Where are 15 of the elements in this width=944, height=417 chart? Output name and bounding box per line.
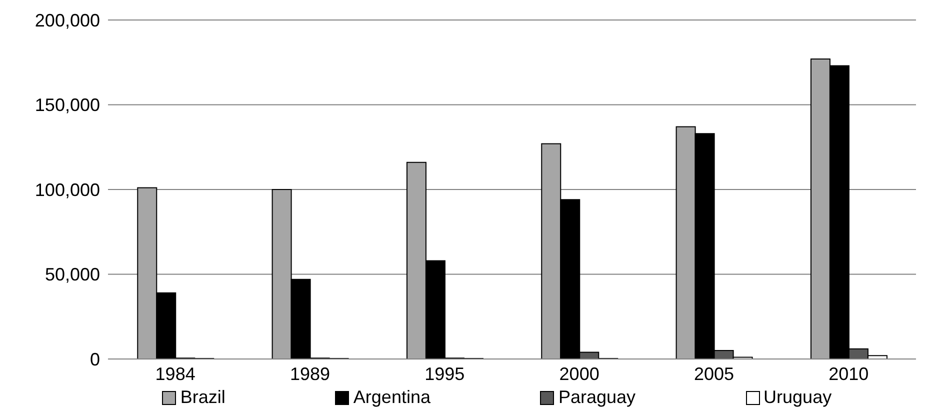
x-tick-label: 1984 [155,364,196,384]
x-tick-label: 2005 [694,364,734,384]
x-tick-label: 1989 [290,364,330,384]
legend-label: Brazil [180,387,226,408]
y-tick-label: 200,000 [34,10,100,30]
legend-label: Uruguay [764,387,832,408]
legend-label: Argentina [353,387,430,408]
x-tick-label: 2010 [828,364,869,384]
x-tick-label: 2000 [559,364,600,384]
x-tick-label: 1995 [424,364,465,384]
y-tick-label: 100,000 [34,180,100,200]
y-tick-label: 0 [90,349,100,370]
y-tick-label: 150,000 [34,95,100,116]
legend-label: Paraguay [558,387,636,408]
y-tick-label: 50,000 [44,264,100,285]
